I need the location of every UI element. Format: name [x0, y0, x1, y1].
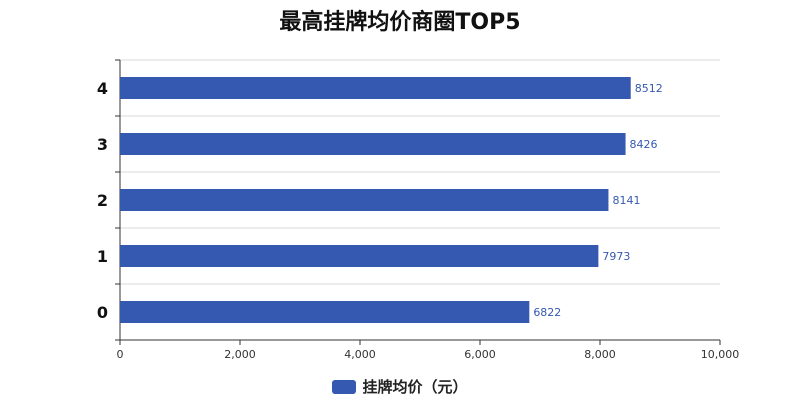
x-tick-label: 2,000 — [224, 348, 256, 361]
y-tick-label: 3 — [97, 135, 108, 154]
y-tick-label: 0 — [97, 303, 108, 322]
data-label: 6822 — [533, 306, 561, 319]
bar — [120, 189, 609, 211]
y-tick-label: 2 — [97, 191, 108, 210]
x-tick-label: 4,000 — [344, 348, 376, 361]
bar — [120, 77, 631, 99]
x-tick-label: 0 — [117, 348, 124, 361]
bar — [120, 301, 530, 323]
bar — [120, 133, 626, 155]
legend-label: 挂牌均价（元） — [362, 378, 468, 396]
data-label: 8141 — [612, 194, 640, 207]
data-label: 8426 — [630, 138, 658, 151]
y-tick-label: 4 — [97, 79, 108, 98]
legend-swatch — [332, 379, 357, 394]
data-label: 8512 — [635, 82, 663, 95]
chart-title: 最高挂牌均价商圈TOP5 — [279, 10, 521, 35]
data-label: 7973 — [602, 250, 630, 263]
bar — [120, 245, 599, 267]
x-tick-label: 8,000 — [584, 348, 616, 361]
x-tick-label: 6,000 — [464, 348, 496, 361]
legend[interactable]: 挂牌均价（元） — [0, 376, 800, 397]
y-tick-label: 1 — [97, 247, 108, 266]
x-tick-label: 10,000 — [701, 348, 740, 361]
